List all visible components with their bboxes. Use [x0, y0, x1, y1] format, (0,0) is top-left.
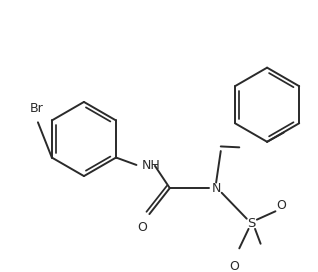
- Text: O: O: [137, 221, 147, 234]
- Text: O: O: [230, 260, 239, 272]
- Text: NH: NH: [142, 159, 161, 172]
- Text: N: N: [211, 182, 221, 195]
- Text: S: S: [247, 217, 256, 230]
- Text: O: O: [276, 199, 286, 212]
- Text: Br: Br: [30, 102, 44, 115]
